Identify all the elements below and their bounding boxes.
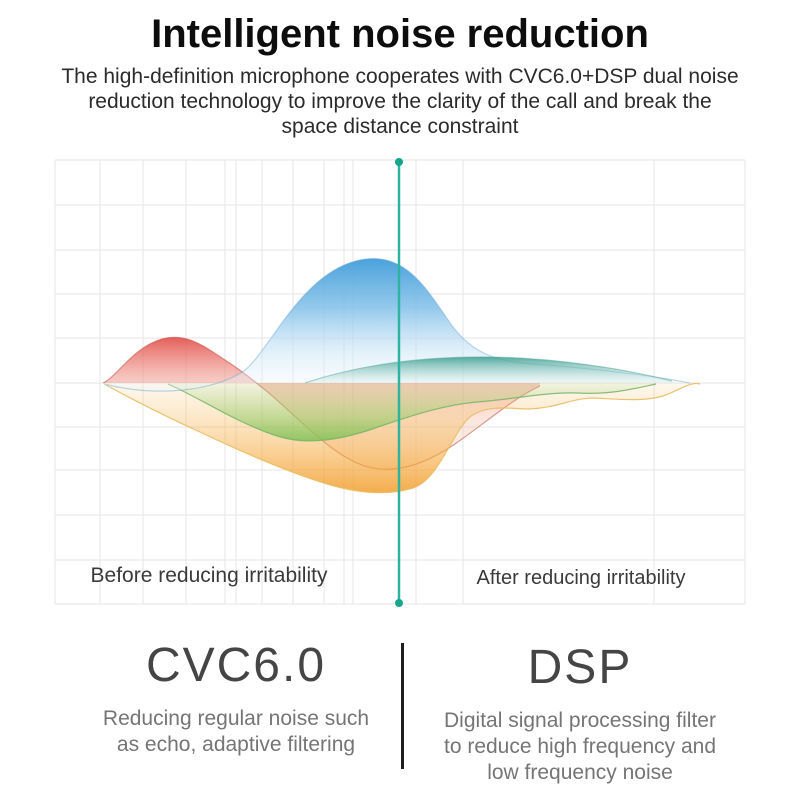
cvc-desc-line-2: as echo, adaptive filtering (116, 733, 356, 756)
dsp-desc-line-2: to reduce high frequency and (443, 735, 717, 758)
dsp-desc-line-1: Digital signal processing filter (444, 709, 716, 732)
dsp-description: Digital signal processing filter to redu… (380, 708, 780, 786)
marker-dot-bottom (395, 599, 403, 607)
page-subtitle: The high-definition microphone cooperate… (0, 64, 800, 139)
cvc-desc-line-1: Reducing regular noise such (102, 707, 370, 730)
blue-noise-wave-fill (104, 258, 690, 392)
page-title: Intelligent noise reduction (151, 12, 649, 56)
dsp-title: DSP (527, 641, 633, 694)
orange-noise-wave-stroke (105, 382, 701, 494)
teal-ridge-wave-stroke (304, 356, 673, 384)
marker-dot-top (395, 158, 403, 166)
green-noise-wave-fill (168, 383, 656, 441)
before-label: Before reducing irritability (90, 564, 328, 587)
teal-ridge-wave-fill (305, 357, 672, 383)
green-noise-wave-stroke (167, 383, 657, 442)
dsp-desc-line-3: low frequency noise (487, 761, 673, 784)
feature-divider (401, 643, 404, 769)
cvc-description: Reducing regular noise such as echo, ada… (36, 706, 436, 758)
subtitle-line-3: space distance constraint (281, 115, 519, 138)
cvc-title: CVC6.0 (145, 639, 327, 692)
subtitle-line-2: reduction technology to improve the clar… (88, 90, 712, 113)
after-label: After reducing irritability (476, 567, 686, 589)
subtitle-line-1: The high-definition microphone cooperate… (61, 65, 739, 88)
